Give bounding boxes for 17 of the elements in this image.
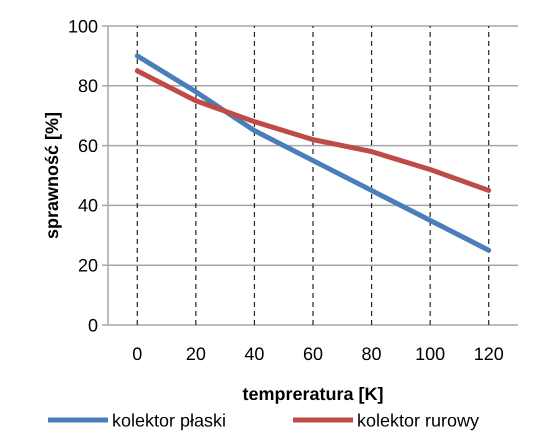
x-tick-label: 80 (362, 344, 382, 364)
x-tick-label: 100 (415, 344, 446, 364)
x-axis-title: tempreratura [K] (242, 384, 384, 404)
x-tick-label: 0 (132, 344, 142, 364)
y-tick-label: 0 (88, 315, 98, 336)
x-tick-label: 40 (244, 344, 264, 364)
y-tick-label: 100 (68, 16, 98, 36)
legend-label: kolektor rurowy (357, 410, 480, 430)
y-tick-label: 80 (78, 76, 98, 96)
y-tick-label: 60 (78, 136, 98, 156)
legend-label: kolektor płaski (112, 410, 226, 430)
x-tick-label: 20 (186, 344, 206, 364)
y-tick-label: 40 (78, 196, 98, 216)
y-axis-title: sprawność [%] (42, 112, 62, 240)
y-tick-label: 20 (78, 256, 98, 276)
x-tick-label: 120 (474, 344, 504, 364)
x-tick-label: 60 (302, 344, 324, 364)
